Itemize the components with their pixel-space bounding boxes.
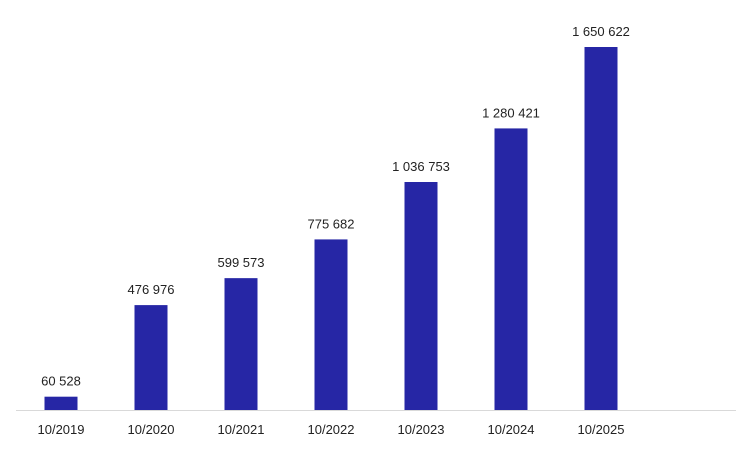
bar-group [44,47,618,411]
x-tick-label-group: 10/2019 10/2020 10/2021 10/2022 10/2023 10/20… [38,422,625,437]
value-label: 775 682 [308,216,355,231]
value-label: 599 573 [218,255,265,270]
value-label: 476 976 [128,282,175,297]
bar-10-2024 [494,128,528,411]
x-tick-label: 10/2024 [488,422,535,437]
bar-10-2023 [404,182,438,410]
bar-10-2020 [134,305,168,410]
value-label-group: 60 528 476 976 599 573 775 682 1 036 753 1 28… [41,24,630,389]
value-label: 1 650 622 [572,24,630,39]
bar-10-2019 [44,396,78,410]
x-tick-label: 10/2021 [218,422,265,437]
bar-10-2021 [224,278,258,410]
value-label: 60 528 [41,374,81,389]
x-tick-label: 10/2020 [128,422,175,437]
bar-10-2025 [584,47,618,410]
x-tick-label: 10/2022 [308,422,355,437]
value-label: 1 280 421 [482,105,540,120]
bar-10-2022 [314,239,348,410]
x-tick-label: 10/2023 [398,422,445,437]
value-label: 1 036 753 [392,159,450,174]
x-tick-label: 10/2019 [38,422,85,437]
x-tick-label: 10/2025 [578,422,625,437]
